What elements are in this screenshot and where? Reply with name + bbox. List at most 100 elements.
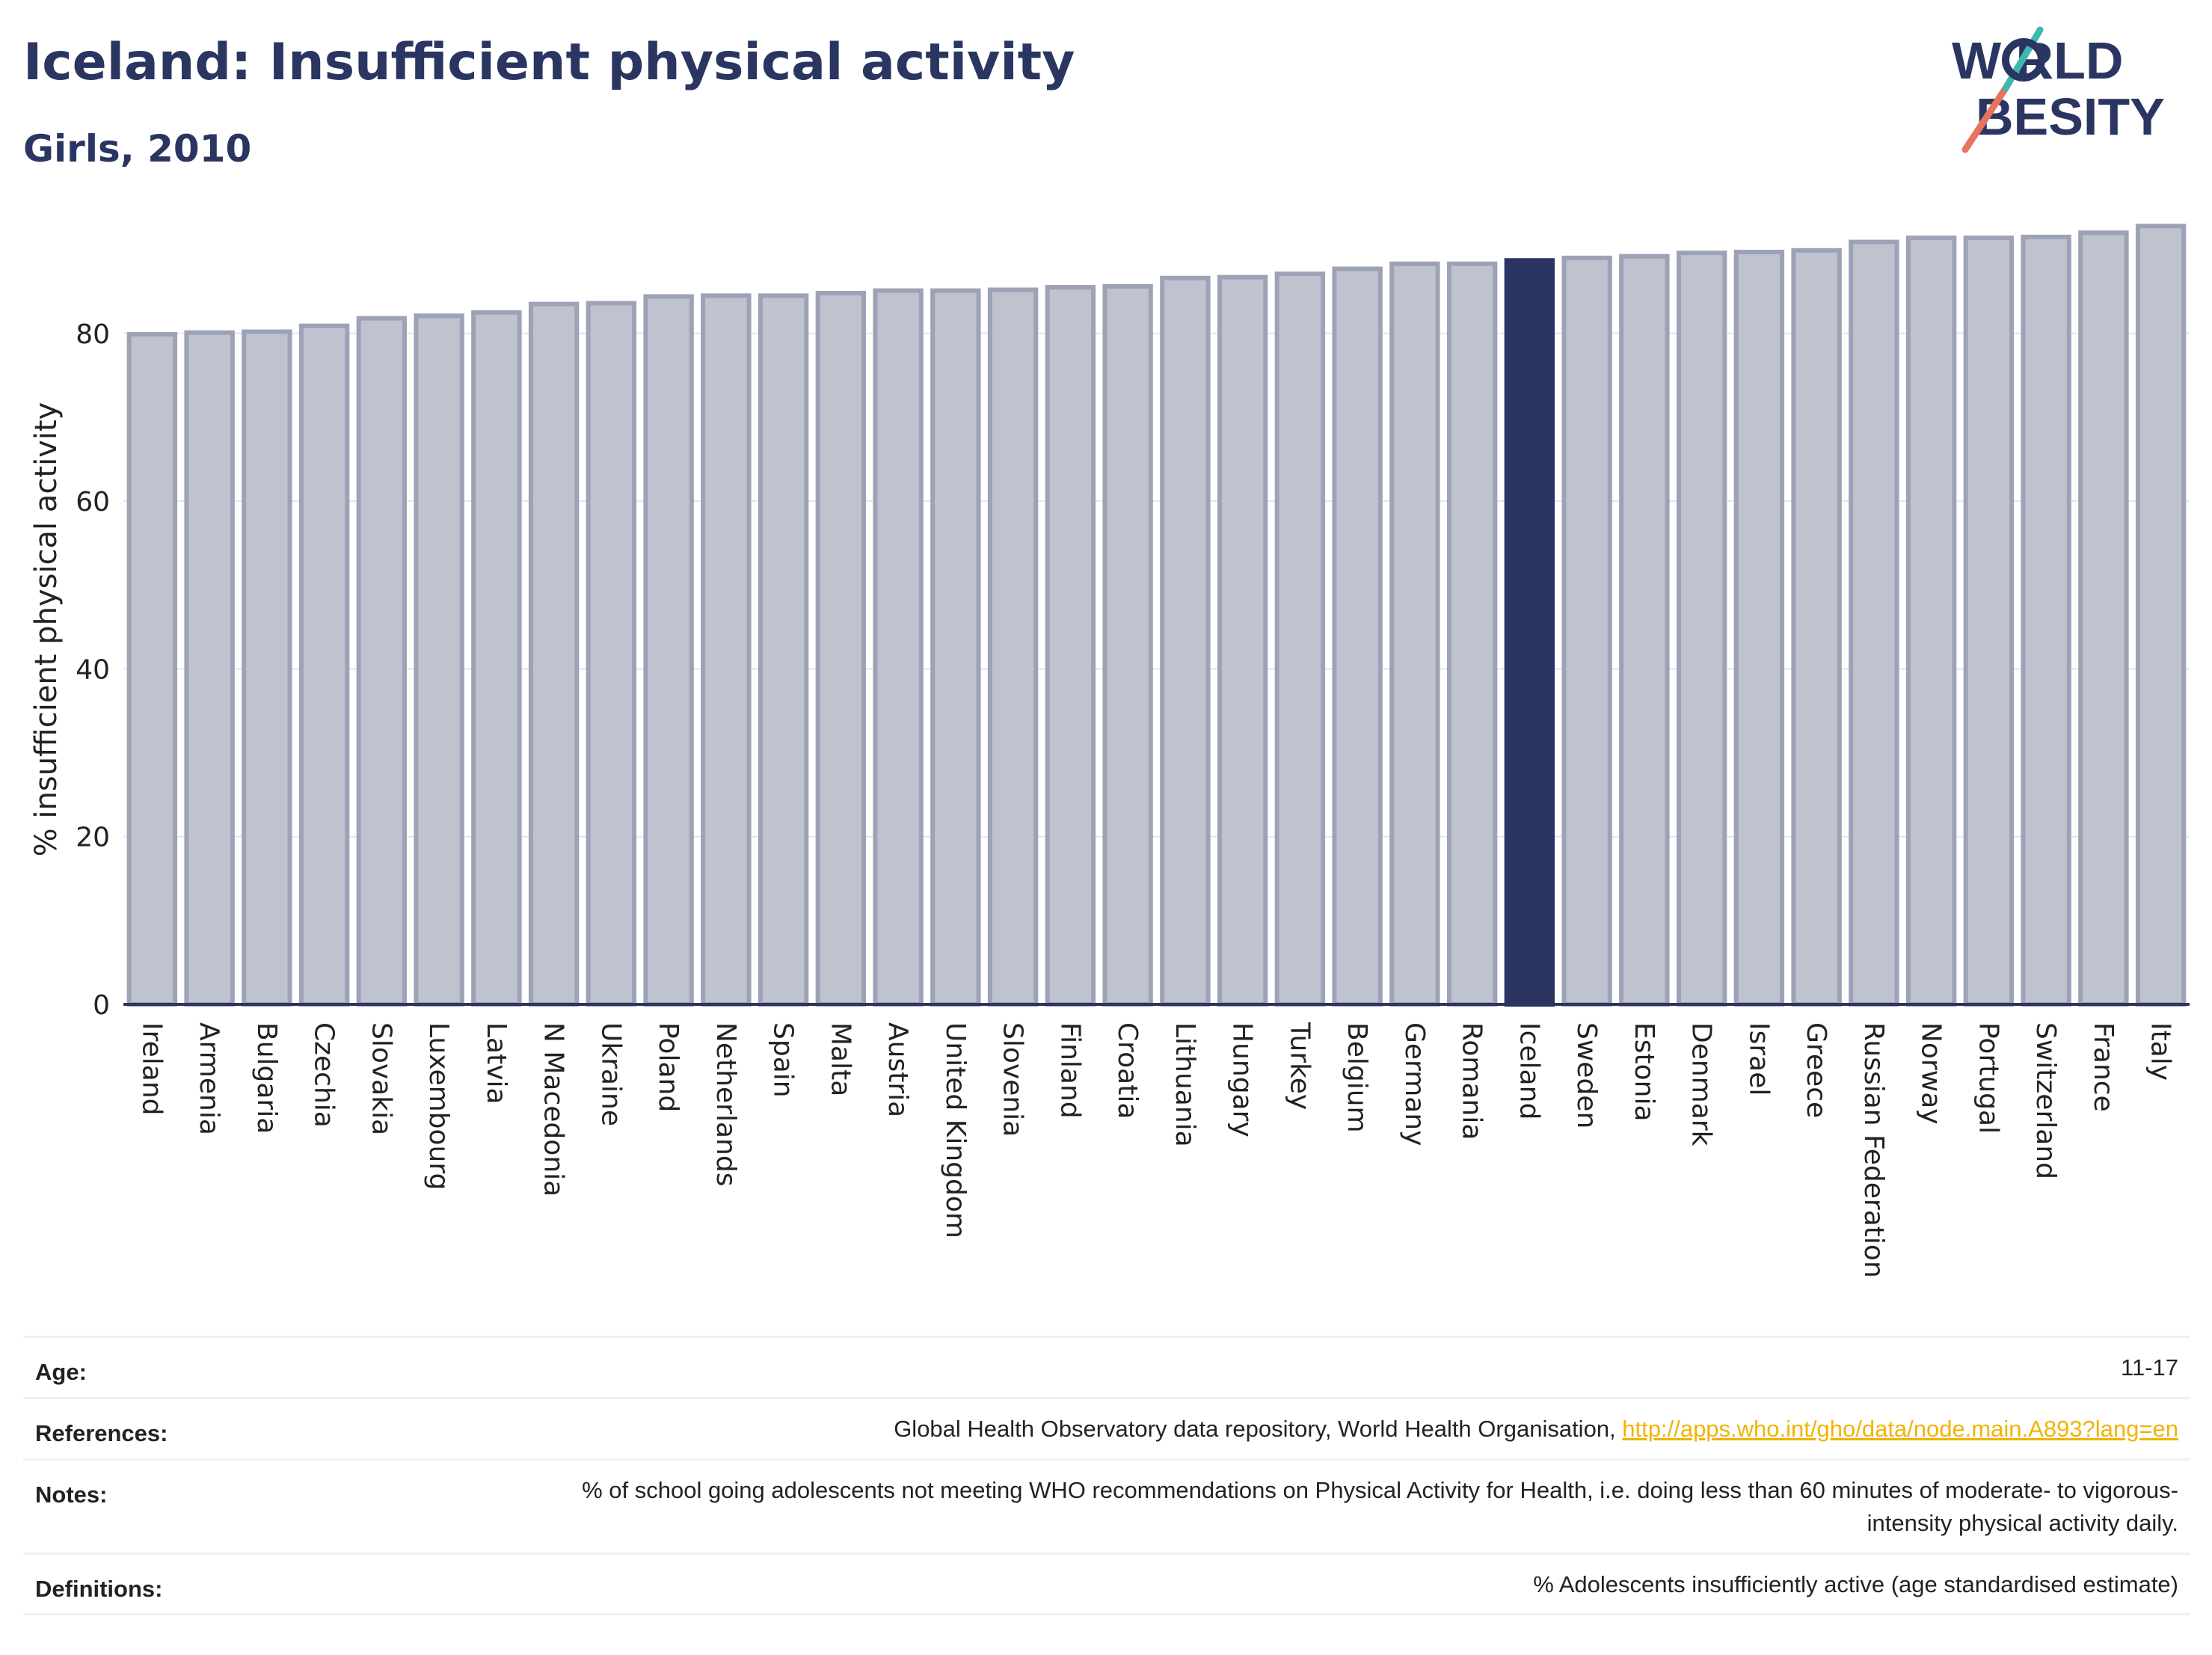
x-tick-label: Italy: [2145, 1022, 2176, 1081]
x-tick-label: N Macedonia: [538, 1022, 569, 1197]
bar-iceland[interactable]: [1504, 258, 1555, 1007]
x-tick-label: Slovenia: [998, 1022, 1028, 1137]
bar-romania[interactable]: [1446, 261, 1498, 1007]
x-tick-label: Armenia: [194, 1022, 224, 1135]
x-tick-label: Denmark: [1686, 1022, 1717, 1146]
x-tick-label: Luxembourg: [423, 1022, 454, 1190]
bar-n-macedonia[interactable]: [528, 301, 580, 1007]
x-tick-label: Ireland: [136, 1022, 167, 1116]
chart-title: Iceland: Insufficient physical activity: [23, 33, 1075, 92]
bar-france[interactable]: [2078, 230, 2129, 1007]
x-tick-label: Israel: [1743, 1022, 1774, 1096]
x-tick-label: Germany: [1399, 1022, 1430, 1146]
bar-bulgaria[interactable]: [242, 329, 292, 1007]
bar-russian-federation[interactable]: [1849, 239, 1899, 1007]
definitions-value: % Adolescents insufficiently active (age…: [1533, 1571, 2178, 1597]
x-tick-label: Lithuania: [1170, 1022, 1200, 1147]
bar-hungary[interactable]: [1217, 274, 1268, 1007]
x-tick-label: Malta: [825, 1022, 855, 1096]
bar-denmark[interactable]: [1676, 251, 1727, 1007]
x-tick-label: Portugal: [1973, 1022, 2003, 1134]
x-tick-label: Hungary: [1227, 1022, 1258, 1137]
references-label: References:: [35, 1420, 168, 1446]
bar-slovenia[interactable]: [987, 287, 1039, 1007]
references-link[interactable]: http://apps.who.int/gho/data/node.main.A…: [1622, 1416, 2178, 1442]
notes-label: Notes:: [35, 1481, 108, 1508]
bar-united-kingdom[interactable]: [930, 288, 981, 1007]
y-tick-label: 80: [76, 319, 110, 350]
x-tick-label: Greece: [1801, 1022, 1831, 1118]
x-tick-label: Iceland: [1514, 1022, 1544, 1120]
bar-ukraine[interactable]: [586, 301, 637, 1007]
info-table: Age: 11-17 References: Global Health Obs…: [23, 1336, 2190, 1615]
y-tick-label: 40: [76, 654, 110, 685]
x-tick-label: Estonia: [1629, 1022, 1659, 1122]
y-tick-label: 60: [76, 487, 110, 518]
bar-spain[interactable]: [758, 293, 809, 1007]
bar-finland[interactable]: [1045, 285, 1096, 1007]
info-row-definitions: Definitions: % Adolescents insufficientl…: [23, 1553, 2190, 1615]
y-axis-title: % insufficient physical activity: [29, 402, 64, 857]
bar-israel[interactable]: [1733, 250, 1785, 1007]
logo-line1: W RLD: [1952, 31, 2123, 90]
bar-poland[interactable]: [643, 294, 694, 1007]
x-tick-label: Bulgaria: [251, 1022, 282, 1134]
bar-latvia[interactable]: [471, 310, 522, 1007]
y-tick-label: 0: [93, 990, 110, 1021]
bar-switzerland[interactable]: [2021, 234, 2071, 1007]
x-tick-label: Netherlands: [710, 1022, 741, 1186]
info-row-references: References: Global Health Observatory da…: [23, 1397, 2190, 1458]
x-tick-label: Croatia: [1112, 1022, 1143, 1119]
x-tick-label: France: [2088, 1022, 2119, 1112]
x-tick-label: Austria: [882, 1022, 913, 1117]
logo-slash-coral: [1961, 85, 2009, 153]
bar-turkey[interactable]: [1274, 271, 1326, 1007]
x-tick-label: Poland: [653, 1022, 683, 1112]
references-text: Global Health Observatory data repositor…: [894, 1416, 1623, 1442]
bar-italy[interactable]: [2135, 224, 2187, 1007]
logo-line2: BESITY: [1976, 87, 2165, 146]
references-value: Global Health Observatory data repositor…: [894, 1399, 2178, 1446]
bar-armenia[interactable]: [184, 330, 235, 1007]
bar-malta[interactable]: [815, 290, 867, 1007]
info-row-age: Age: 11-17: [23, 1336, 2190, 1397]
x-tick-label: Sweden: [1571, 1022, 1602, 1129]
definitions-label: Definitions:: [35, 1576, 163, 1602]
age-label: Age:: [35, 1359, 87, 1385]
age-value: 11-17: [2121, 1354, 2178, 1381]
bar-estonia[interactable]: [1619, 254, 1670, 1007]
bar-chart: 0 20 40 60 80 Ireland Armenia Bulgaria Czechia Sl…: [29, 224, 2190, 1278]
bar-sweden[interactable]: [1561, 255, 1612, 1007]
world-obesity-logo: W RLD BESITY: [1952, 26, 2165, 153]
bar-croatia[interactable]: [1102, 283, 1153, 1007]
bar-netherlands[interactable]: [701, 293, 752, 1007]
bar-luxembourg[interactable]: [414, 313, 464, 1007]
x-tick-label: Finland: [1054, 1022, 1085, 1119]
x-tick-label: Russian Federation: [1858, 1022, 1889, 1278]
bar-portugal[interactable]: [1963, 235, 2015, 1007]
bar-slovakia[interactable]: [356, 316, 408, 1007]
bar-greece[interactable]: [1791, 248, 1842, 1007]
bar-austria[interactable]: [873, 288, 924, 1007]
x-tick-label: Spain: [768, 1022, 799, 1098]
bar-germany[interactable]: [1389, 261, 1440, 1007]
bar-czechia[interactable]: [298, 323, 350, 1007]
notes-value: % of school going adolescents not meetin…: [582, 1477, 2178, 1536]
chart-subtitle: Girls, 2010: [23, 127, 252, 171]
logo-o-ring: [2002, 38, 2045, 82]
bar-belgium[interactable]: [1332, 266, 1383, 1007]
x-tick-label: Ukraine: [595, 1022, 626, 1126]
info-row-notes: Notes: % of school going adolescents not…: [23, 1458, 2190, 1553]
bar-ireland[interactable]: [126, 331, 178, 1007]
bar-norway[interactable]: [1905, 235, 1957, 1007]
x-tick-label: Czechia: [309, 1022, 340, 1128]
x-tick-label: Switzerland: [2030, 1022, 2061, 1179]
x-tick-label: Belgium: [1342, 1022, 1372, 1133]
x-tick-label: Turkey: [1284, 1022, 1315, 1110]
bar-lithuania[interactable]: [1160, 275, 1211, 1007]
x-tick-label: Slovakia: [366, 1022, 396, 1135]
x-tick-label: Romania: [1457, 1022, 1487, 1140]
x-tick-label: United Kingdom: [940, 1022, 971, 1238]
logo-slash-teal: [2002, 26, 2044, 92]
x-tick-label: Latvia: [481, 1022, 511, 1105]
